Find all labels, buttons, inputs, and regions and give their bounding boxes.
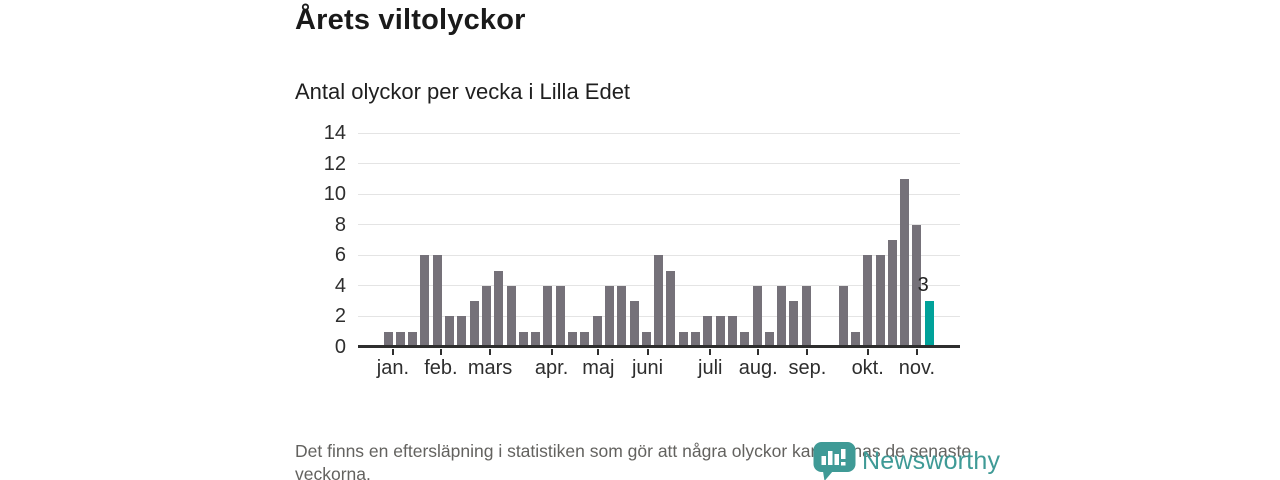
chart-subtitle: Antal olyckor per vecka i Lilla Edet [295,79,631,104]
highlight-value-label: 3 [917,274,929,297]
bar-week [691,331,700,347]
bar-week [715,316,725,347]
bar-week [764,331,774,347]
bar-week [383,331,393,347]
x-axis-line [358,345,960,348]
x-axis-month-label: okt. [851,357,884,379]
bar-week [506,285,516,347]
gridline [358,254,960,256]
y-axis-tick-label: 6 [334,244,346,267]
y-axis-tick-label: 0 [334,336,346,358]
y-axis-tick-label: 8 [334,213,346,236]
bar-week [457,316,467,347]
bar-week [555,285,565,347]
bar-week [912,224,922,347]
x-axis-month-label: jan. [376,357,410,379]
bar-week [445,316,454,347]
y-axis-tick-label: 10 [323,183,346,206]
y-axis-tick-label: 14 [323,122,346,144]
newsworthy-logo-icon [813,442,856,480]
bar-week [617,285,627,347]
bar-week [777,285,787,347]
bar-week [629,301,639,347]
bar-week [678,331,688,347]
x-axis-month-label: mars [467,357,513,379]
bar-week [592,316,602,347]
bar-week [838,285,848,347]
x-axis-tick [806,349,809,355]
bar-week [543,285,553,347]
footnote: Det finns en eftersläpning i statistiken… [295,441,972,480]
bar-week [494,270,504,347]
bar-week [900,178,910,347]
x-axis-month-label: maj [582,357,615,379]
gridline [358,224,960,226]
gridline [358,193,960,195]
x-axis-tick [439,349,442,355]
x-axis-tick [915,349,918,355]
bar-week [727,316,737,347]
bar-chart-plot-area: 0 2 4 6 8 10 12 14 3 jan. feb. mars apr. maj juni juli a… [324,122,960,379]
bar-week [641,331,651,347]
newsworthy-logo: Newsworthy [812,441,1000,480]
x-axis-tick [597,349,600,355]
x-axis-month-label: nov. [898,357,936,379]
bar-week [863,255,873,347]
y-axis-tick-label: 12 [323,152,346,175]
x-axis-month-label: apr. [534,357,569,379]
bar-week [408,331,418,347]
bar-week [518,331,528,347]
page-title: Årets viltolyckor [295,4,526,36]
bar-week [580,331,590,347]
bar-week [740,331,750,347]
gridline [358,132,960,134]
x-axis-month-label: feb. [424,357,458,379]
x-axis-tick [550,349,553,355]
bar-week [801,285,811,347]
x-axis-month-label: juni [631,357,664,379]
y-axis-tick-label: 4 [334,274,346,297]
bar-week [420,255,430,347]
bar-week [531,331,541,347]
x-axis-month-label: juli [698,357,723,379]
newsworthy-logo-text: Newsworthy [862,446,1001,475]
x-axis-tick [757,349,760,355]
gridline [358,163,960,165]
x-axis-tick [391,349,394,355]
bar-week [395,331,405,347]
bar-week [703,316,713,347]
bar-week [568,331,577,347]
bar-week [481,285,491,347]
x-axis-tick [489,349,492,355]
x-axis-tick [866,349,869,355]
bar-week [432,255,442,347]
bar-week [789,301,799,347]
x-axis-month-label: sep. [788,357,827,379]
x-axis-month-label: aug. [738,357,778,379]
y-axis-tick-label: 2 [334,305,346,328]
x-axis-tick [709,349,712,355]
bar-week [887,240,897,347]
bar-week [850,331,860,347]
bar-week [654,255,664,347]
bar-current-week-highlight [924,301,934,347]
bar-week [604,285,614,347]
bar-week [666,270,676,347]
bar-week [469,301,479,347]
x-axis-tick [646,349,649,355]
bar-week [875,255,885,347]
bar-week [752,285,762,347]
